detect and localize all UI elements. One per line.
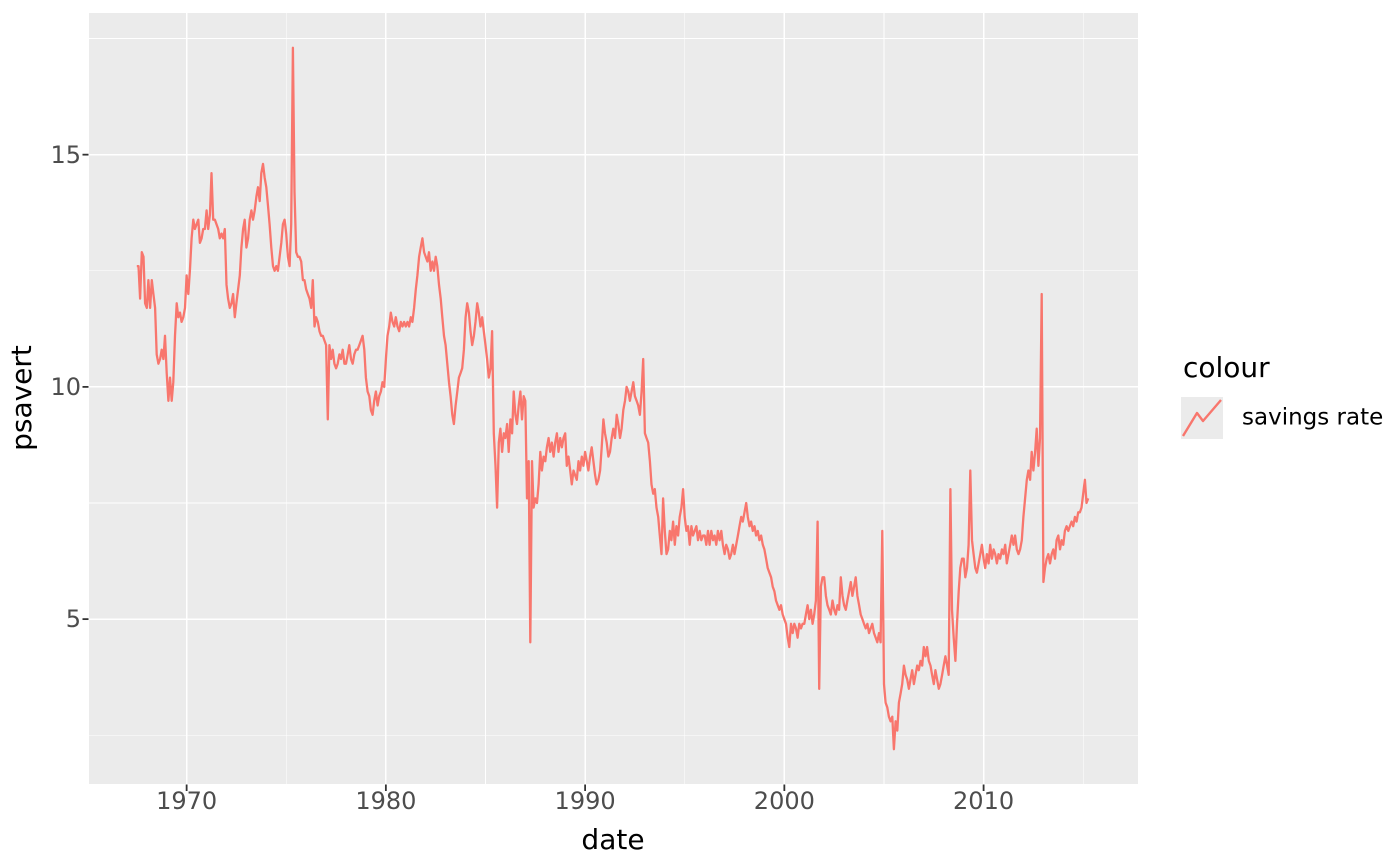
legend-key-line-icon	[1181, 397, 1223, 439]
legend-key-zigzag-line	[1181, 399, 1222, 437]
y-tick-label: 15	[50, 140, 81, 169]
savings-rate-line	[136, 46, 1090, 751]
x-tick-label: 1980	[355, 787, 417, 815]
x-tick-label: 2010	[953, 787, 1015, 815]
x-axis-title: date	[581, 823, 645, 856]
y-tick-label: 5	[65, 605, 81, 634]
x-tick-label: 1990	[554, 787, 616, 815]
x-tick-label: 2000	[753, 787, 815, 815]
panel-background	[89, 13, 1138, 784]
x-tick-label: 1970	[156, 787, 218, 815]
legend-item-label: savings rate	[1242, 404, 1384, 431]
y-axis-title: psavert	[5, 345, 38, 451]
legend-title: colour	[1183, 351, 1270, 384]
y-tick-label: 10	[50, 372, 81, 401]
